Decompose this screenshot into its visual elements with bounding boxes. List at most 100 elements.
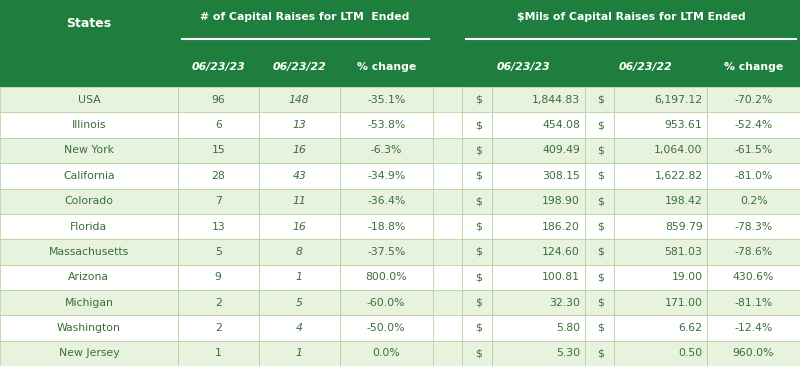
Bar (0, 239, 178, 265)
Bar (258, 341, 340, 366)
Text: 06/23/22: 06/23/22 (272, 62, 326, 72)
Text: $: $ (475, 348, 482, 358)
Text: -78.6%: -78.6% (734, 247, 773, 257)
Bar (0, 138, 178, 163)
Text: 5.30: 5.30 (556, 348, 580, 358)
Text: % change: % change (357, 62, 416, 72)
Text: 100.81: 100.81 (542, 272, 580, 282)
Text: 16: 16 (292, 221, 306, 232)
Bar (340, 265, 433, 290)
Text: 0.50: 0.50 (678, 348, 702, 358)
Bar (492, 138, 585, 163)
Text: 06/23/22: 06/23/22 (619, 62, 673, 72)
Text: $: $ (598, 247, 605, 257)
Text: 1: 1 (296, 348, 302, 358)
Text: New York: New York (64, 146, 114, 156)
Text: Washington: Washington (57, 323, 121, 333)
Bar (178, 112, 258, 138)
Text: 96: 96 (211, 95, 225, 105)
Bar (258, 48, 340, 87)
Text: $: $ (598, 272, 605, 282)
Bar (614, 290, 707, 315)
Text: -53.8%: -53.8% (367, 120, 406, 130)
Bar (492, 341, 585, 366)
Text: $: $ (598, 171, 605, 181)
Text: 19.00: 19.00 (671, 272, 702, 282)
Bar (258, 239, 340, 265)
Bar (707, 163, 800, 188)
Bar (614, 87, 707, 112)
Bar (614, 265, 707, 290)
Bar (178, 87, 258, 112)
Bar (258, 188, 340, 214)
Text: 13: 13 (211, 221, 225, 232)
Bar (433, 341, 462, 366)
Bar (433, 138, 462, 163)
Text: 859.79: 859.79 (665, 221, 702, 232)
Text: -6.3%: -6.3% (370, 146, 402, 156)
Bar (614, 239, 707, 265)
Bar (258, 87, 340, 112)
Text: 6,197.12: 6,197.12 (654, 95, 702, 105)
Bar (614, 112, 707, 138)
Text: 171.00: 171.00 (665, 298, 702, 307)
Bar (462, 341, 492, 366)
Bar (178, 265, 258, 290)
Text: 8: 8 (296, 247, 302, 257)
Bar (462, 315, 492, 341)
Text: 409.49: 409.49 (542, 146, 580, 156)
Bar (707, 138, 800, 163)
Text: $: $ (475, 272, 482, 282)
Text: Colorado: Colorado (64, 196, 114, 206)
Bar (707, 341, 800, 366)
Text: 16: 16 (292, 146, 306, 156)
Text: 581.03: 581.03 (665, 247, 702, 257)
Text: 1,622.82: 1,622.82 (654, 171, 702, 181)
Text: 5.80: 5.80 (556, 323, 580, 333)
Text: 6: 6 (215, 120, 222, 130)
Text: 148: 148 (289, 95, 310, 105)
Bar (0, 48, 178, 87)
Text: 198.42: 198.42 (665, 196, 702, 206)
Text: -60.0%: -60.0% (367, 298, 406, 307)
Text: 198.90: 198.90 (542, 196, 580, 206)
Text: $: $ (475, 120, 482, 130)
Bar (0, 0, 178, 48)
Bar (614, 214, 707, 239)
Bar (614, 138, 707, 163)
Bar (492, 290, 585, 315)
Bar (433, 163, 462, 188)
Bar (433, 290, 462, 315)
Text: -81.1%: -81.1% (734, 298, 773, 307)
Bar (585, 87, 614, 112)
Bar (340, 87, 433, 112)
Bar (340, 290, 433, 315)
Bar (585, 290, 614, 315)
Text: 1: 1 (296, 272, 302, 282)
Bar (462, 265, 492, 290)
Bar (178, 341, 258, 366)
Text: -52.4%: -52.4% (734, 120, 773, 130)
Text: 186.20: 186.20 (542, 221, 580, 232)
Text: 0.0%: 0.0% (372, 348, 400, 358)
Text: 454.08: 454.08 (542, 120, 580, 130)
Bar (462, 188, 492, 214)
Bar (433, 214, 462, 239)
Text: $: $ (598, 146, 605, 156)
Bar (462, 138, 492, 163)
Text: 15: 15 (211, 146, 225, 156)
Bar (707, 265, 800, 290)
Bar (0, 163, 178, 188)
Text: 13: 13 (292, 120, 306, 130)
Text: 953.61: 953.61 (665, 120, 702, 130)
Bar (585, 163, 614, 188)
Bar (340, 138, 433, 163)
Bar (462, 163, 492, 188)
Text: 430.6%: 430.6% (733, 272, 774, 282)
Text: -36.4%: -36.4% (367, 196, 406, 206)
Bar (585, 265, 614, 290)
Bar (707, 112, 800, 138)
Text: 5: 5 (296, 298, 302, 307)
Bar (707, 239, 800, 265)
Bar (0, 112, 178, 138)
